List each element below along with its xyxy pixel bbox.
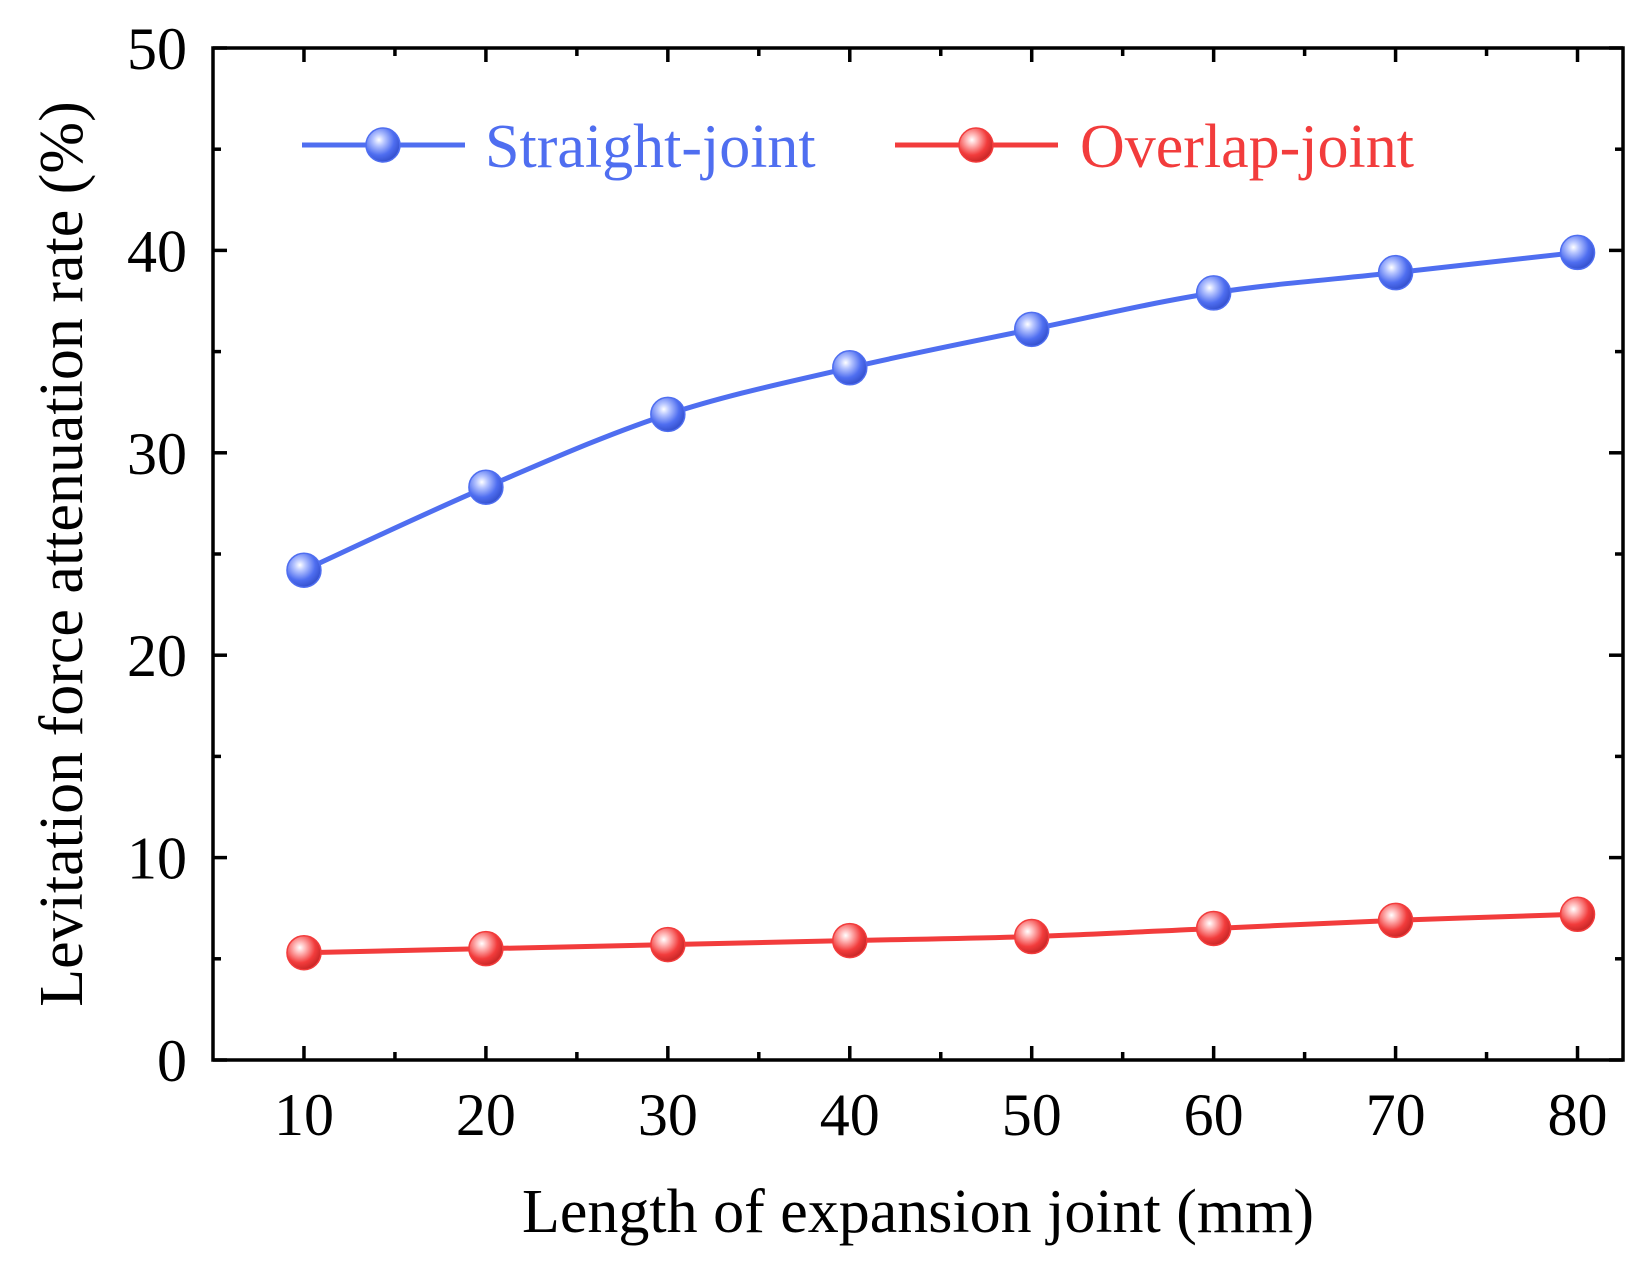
y-tick-label: 20: [127, 623, 187, 689]
legend-item-overlap-joint: Overlap-joint: [895, 113, 1414, 181]
axis-ticks: [213, 46, 1623, 1062]
series-overlap-joint: [286, 896, 1596, 971]
series-line-overlap-joint: [303, 911, 1578, 956]
axis-tick-labels: 10 20 30 40 50 60 70 80 0 10 20 30 40 50: [127, 16, 1608, 1148]
y-tick-label: 40: [127, 218, 187, 284]
legend-item-straight-joint: Straight-joint: [302, 113, 816, 181]
data-point-overlap-joint: [468, 930, 504, 967]
plot-frame: [211, 46, 1625, 1062]
data-point-straight-joint: [1013, 311, 1050, 348]
y-axis-title: Levitation force attenuation rate (%): [28, 101, 96, 1006]
x-tick-label: 60: [1184, 1082, 1244, 1148]
x-tick-label: 70: [1366, 1082, 1426, 1148]
legend-label-overlap-joint: Overlap-joint: [1080, 113, 1414, 181]
data-point-straight-joint: [1195, 275, 1232, 311]
x-tick-label: 50: [1002, 1082, 1062, 1148]
series-line-straight-joint: [302, 249, 1578, 573]
y-tick-label: 0: [157, 1028, 187, 1094]
legend: Straight-joint Overlap-joint: [302, 113, 1414, 181]
y-tick-label: 50: [127, 16, 187, 82]
data-point-overlap-joint: [650, 926, 686, 963]
data-point-straight-joint: [832, 350, 868, 386]
legend-label-straight-joint: Straight-joint: [485, 113, 816, 181]
data-point-straight-joint: [650, 396, 686, 433]
data-point-overlap-joint: [1559, 896, 1596, 933]
data-point-overlap-joint: [1377, 902, 1414, 939]
x-tick-label: 20: [456, 1082, 516, 1148]
x-axis-title: Length of expansion joint (mm): [522, 1178, 1314, 1246]
plot-series: [286, 234, 1596, 971]
y-tick-label: 10: [127, 826, 187, 892]
data-point-overlap-joint: [1195, 910, 1232, 947]
x-tick-label: 40: [820, 1082, 880, 1148]
data-point-straight-joint: [468, 469, 504, 505]
data-point-overlap-joint: [286, 934, 322, 971]
x-tick-label: 80: [1548, 1082, 1608, 1148]
x-tick-label: 10: [274, 1082, 334, 1148]
series-straight-joint: [286, 234, 1596, 588]
data-point-straight-joint: [286, 552, 322, 588]
y-tick-label: 30: [127, 421, 187, 487]
data-point-overlap-joint: [832, 922, 868, 959]
legend-marker-overlap-joint: [958, 127, 994, 163]
x-tick-label: 30: [638, 1082, 698, 1148]
data-point-overlap-joint: [1013, 918, 1050, 955]
legend-marker-straight-joint: [365, 127, 401, 163]
data-point-straight-joint: [1377, 254, 1414, 291]
data-point-straight-joint: [1559, 234, 1596, 271]
